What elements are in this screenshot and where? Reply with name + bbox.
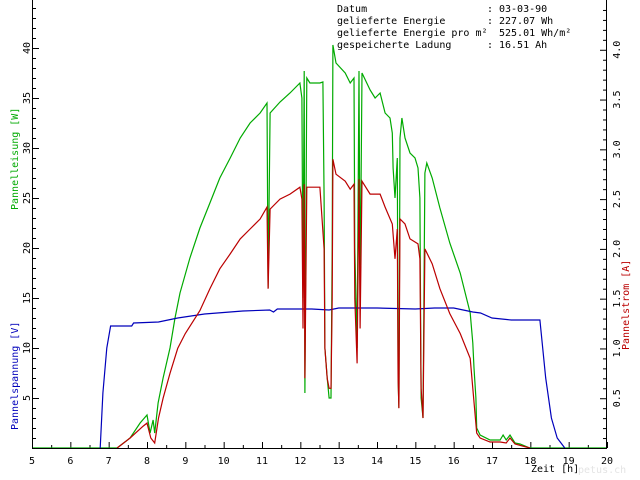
right-axis-title-current: Pannelstrom [A] bbox=[621, 260, 632, 350]
info-panel: Datum : 03-03-90 gelieferte Energie : 22… bbox=[337, 4, 571, 51]
left-y-tick-label: 20 bbox=[22, 242, 33, 254]
x-tick-label: 20 bbox=[601, 456, 613, 467]
series-line-pannelspannung bbox=[99, 307, 566, 449]
x-tick-label: 18 bbox=[524, 456, 536, 467]
x-tick-label: 16 bbox=[448, 456, 460, 467]
info-label-charge: gespeicherte Ladung bbox=[337, 40, 451, 51]
left-axis-title-voltage: Pannelspannung [V] bbox=[10, 322, 21, 430]
right-y-tick-label: 2.0 bbox=[612, 240, 623, 258]
info-sep-energy: : bbox=[487, 16, 493, 27]
x-tick-label: 7 bbox=[106, 456, 112, 467]
x-tick-label: 10 bbox=[218, 456, 230, 467]
x-tick-label: 5 bbox=[29, 456, 35, 467]
right-y-tick-label: 2.5 bbox=[612, 190, 623, 208]
x-tick-label: 6 bbox=[67, 456, 73, 467]
right-y-tick-label: 1.0 bbox=[612, 339, 623, 357]
watermark: petus.ch bbox=[578, 465, 626, 476]
x-tick-label: 15 bbox=[409, 456, 421, 467]
info-value-date: 03-03-90 bbox=[499, 4, 547, 15]
x-tick-label: 12 bbox=[294, 456, 306, 467]
left-y-tick-label: 35 bbox=[22, 92, 33, 104]
x-tick-label: 13 bbox=[333, 456, 345, 467]
info-sep-charge: : bbox=[487, 40, 493, 51]
x-tick-label: 14 bbox=[371, 456, 383, 467]
left-y-tick-label: 5 bbox=[22, 395, 33, 401]
info-label-date: Datum bbox=[337, 4, 367, 15]
right-y-tick-label: 3.5 bbox=[612, 91, 623, 109]
x-tick-label: 9 bbox=[182, 456, 188, 467]
left-y-tick-label: 25 bbox=[22, 192, 33, 204]
x-tick-label: 11 bbox=[256, 456, 268, 467]
info-label-energy-per-m2: gelieferte Energie pro m² bbox=[337, 28, 488, 39]
left-y-tick-label: 30 bbox=[22, 142, 33, 154]
info-value-charge: 16.51 Ah bbox=[499, 40, 547, 51]
right-y-tick-label: 4.0 bbox=[612, 41, 623, 59]
info-sep-date: : bbox=[487, 4, 493, 15]
left-y-tick-label: 10 bbox=[22, 342, 33, 354]
right-y-tick-label: 1.5 bbox=[612, 290, 623, 308]
series-line-pannelstrom bbox=[116, 159, 531, 449]
x-tick-label: 8 bbox=[144, 456, 150, 467]
left-axis-title-power: Pannelleisung [W] bbox=[10, 108, 21, 210]
info-value-energy: 227.07 Wh bbox=[499, 16, 553, 27]
info-value-energy-per-m2: 525.01 Wh/m² bbox=[499, 28, 571, 39]
left-y-tick-label: 40 bbox=[22, 42, 33, 54]
series-lines bbox=[32, 44, 607, 449]
x-axis-title: Zeit [h] bbox=[531, 464, 579, 475]
right-y-tick-label: 0.5 bbox=[612, 389, 623, 407]
left-y-tick-label: 15 bbox=[22, 292, 33, 304]
x-tick-label: 19 bbox=[563, 456, 575, 467]
x-tick-label: 17 bbox=[486, 456, 498, 467]
axis-ticks bbox=[32, 8, 608, 448]
right-y-tick-label: 3.0 bbox=[612, 140, 623, 158]
axis-labels: 5 6 7 8 9 10 11 12 13 14 15 16 17 18 19 20 5 10 15 20 25 30 35… bbox=[22, 41, 623, 467]
info-label-energy: gelieferte Energie bbox=[337, 16, 445, 27]
series-line-pannelleisung bbox=[32, 44, 607, 449]
